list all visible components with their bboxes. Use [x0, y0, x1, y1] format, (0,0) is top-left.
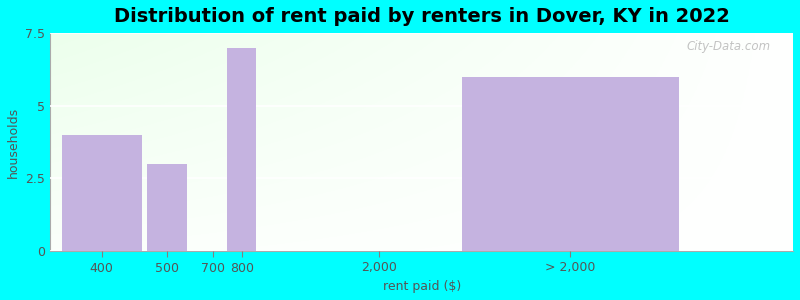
Bar: [147, 164, 187, 251]
Bar: [62, 135, 142, 251]
Text: City-Data.com: City-Data.com: [686, 40, 770, 52]
Title: Distribution of rent paid by renters in Dover, KY in 2022: Distribution of rent paid by renters in …: [114, 7, 730, 26]
X-axis label: rent paid ($): rent paid ($): [382, 280, 461, 293]
Y-axis label: households: households: [7, 106, 20, 178]
Bar: [462, 77, 678, 251]
Bar: [227, 48, 256, 251]
